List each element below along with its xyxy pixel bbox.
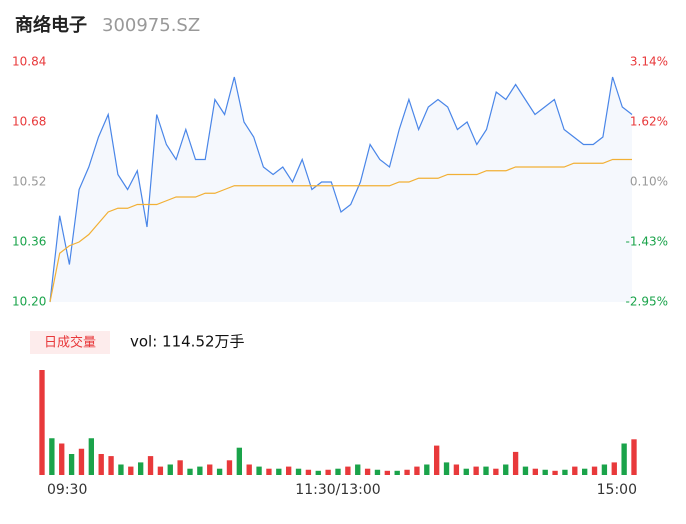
x-tick-label: 11:30/13:00 bbox=[295, 482, 380, 498]
volume-bar bbox=[453, 464, 460, 475]
volume-bar bbox=[187, 468, 193, 475]
volume-bar bbox=[552, 470, 558, 475]
volume-bar bbox=[631, 439, 637, 475]
volume-bar bbox=[572, 466, 578, 475]
chart-title: 商络电子 bbox=[15, 14, 87, 36]
volume-bar bbox=[207, 464, 213, 475]
volume-badge bbox=[30, 331, 110, 354]
volume-bar bbox=[463, 468, 469, 475]
volume-bar bbox=[216, 468, 223, 475]
y-tick-label: 10.84 bbox=[12, 55, 46, 69]
y2-tick-label: -2.95% bbox=[626, 295, 668, 309]
volume-bar bbox=[512, 451, 519, 475]
volume-bar bbox=[88, 438, 95, 475]
y-tick-label: 10.36 bbox=[12, 235, 46, 249]
volume-bar bbox=[345, 466, 351, 475]
volume-bar bbox=[532, 468, 539, 475]
volume-bar bbox=[59, 443, 65, 475]
volume-bar bbox=[364, 468, 371, 475]
volume-bar bbox=[503, 464, 509, 475]
volume-bar bbox=[424, 464, 430, 475]
y-tick-label: 10.68 bbox=[12, 115, 46, 129]
y2-tick-label: 1.62% bbox=[630, 114, 668, 128]
volume-bar bbox=[49, 438, 55, 475]
volume-bar bbox=[414, 466, 420, 475]
series-line bbox=[49, 158, 632, 303]
volume-bar bbox=[335, 468, 341, 475]
volume-bar bbox=[68, 454, 75, 475]
volume-bar bbox=[355, 464, 361, 475]
volume-bar bbox=[473, 466, 479, 475]
volume-bar bbox=[483, 466, 489, 475]
volume-bar bbox=[315, 470, 321, 475]
series-line bbox=[49, 76, 633, 303]
volume-bar bbox=[374, 469, 381, 475]
volume-bar bbox=[276, 468, 282, 475]
volume-annotation: vol: 114.52万手 bbox=[130, 333, 245, 351]
volume-bar bbox=[98, 454, 104, 475]
volume-bar bbox=[108, 456, 114, 475]
volume-bar bbox=[394, 470, 400, 475]
x-tick-label: 15:00 bbox=[597, 482, 637, 498]
chart-subtitle: 300975.SZ bbox=[102, 15, 200, 36]
volume-bar bbox=[157, 466, 164, 475]
volume-bar bbox=[78, 448, 85, 475]
volume-bar bbox=[256, 466, 262, 475]
volume-bar bbox=[404, 469, 410, 475]
volume-bar bbox=[167, 464, 173, 475]
volume-bar bbox=[39, 370, 45, 475]
volume-bar bbox=[562, 469, 568, 475]
volume-bar bbox=[295, 468, 302, 475]
volume-bar bbox=[266, 468, 272, 475]
volume-bar bbox=[601, 464, 608, 475]
volume-bar bbox=[591, 466, 598, 475]
x-tick-label: 09:30 bbox=[47, 482, 87, 498]
volume-bar bbox=[581, 468, 588, 475]
volume-bar bbox=[522, 466, 529, 475]
price-area bbox=[50, 77, 632, 302]
volume-title: 日成交量 bbox=[44, 335, 96, 351]
volume-bar bbox=[118, 464, 124, 475]
y2-tick-label: 0.10% bbox=[630, 174, 668, 188]
y2-tick-label: 3.14% bbox=[630, 55, 668, 69]
volume-bar bbox=[236, 447, 243, 475]
volume-bar bbox=[384, 470, 391, 475]
y2-tick-label: -1.43% bbox=[626, 235, 668, 249]
volume-bar bbox=[128, 466, 134, 475]
volume-bar bbox=[542, 469, 548, 475]
volume-bar bbox=[621, 443, 627, 475]
volume-bar bbox=[443, 462, 450, 475]
volume-bar bbox=[493, 468, 499, 475]
y-tick-label: 10.52 bbox=[12, 175, 46, 189]
volume-bar bbox=[147, 456, 154, 475]
volume-bar bbox=[433, 445, 440, 475]
volume-bar bbox=[325, 469, 331, 475]
volume-bar bbox=[197, 466, 203, 475]
volume-bar bbox=[137, 462, 144, 475]
volume-bar bbox=[305, 469, 312, 475]
y-tick-label: 10.20 bbox=[12, 295, 46, 309]
volume-bar bbox=[226, 460, 233, 475]
volume-bar bbox=[246, 464, 252, 475]
volume-bar bbox=[611, 462, 617, 475]
volume-bar bbox=[177, 460, 183, 475]
volume-bar bbox=[285, 466, 292, 475]
